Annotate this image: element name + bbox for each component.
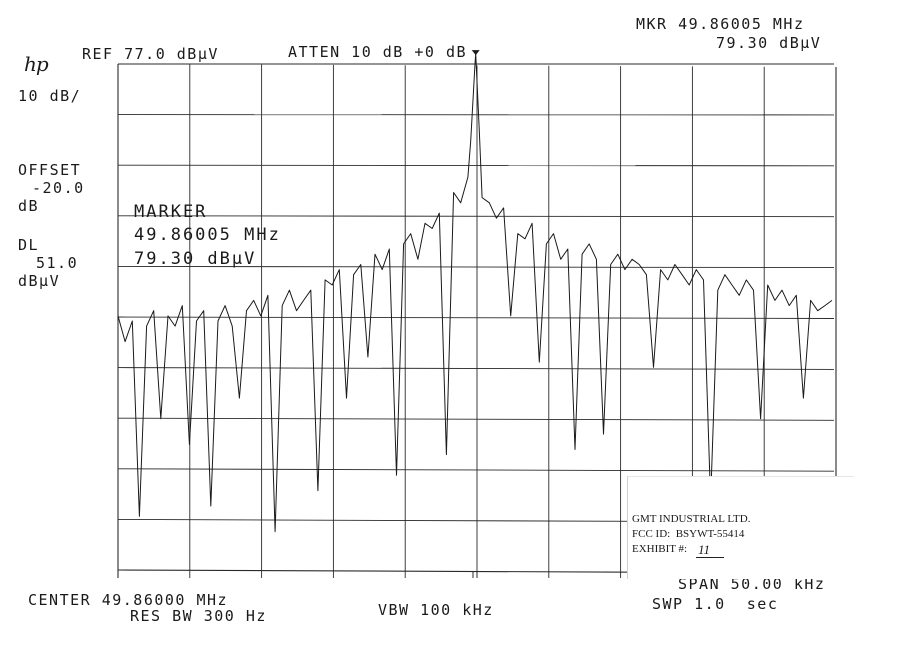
marker-level-readout: 79.30 dBµV xyxy=(716,34,822,52)
sweep-time-label: SWP 1.0 sec xyxy=(652,595,779,613)
ref-level-label: REF 77.0 dBµV xyxy=(82,45,219,63)
marker-box-label: MARKER xyxy=(134,202,208,222)
marker-indicator-group xyxy=(471,50,480,56)
offset-value: -20.0 xyxy=(32,179,85,197)
stamp-fcc-id: FCC ID: BSYWT-55414 xyxy=(632,528,745,540)
grid-line-horizontal xyxy=(117,367,835,370)
stamp-exhibit-number: 11 xyxy=(698,542,711,557)
video-bandwidth-label: VBW 100 kHz xyxy=(378,601,494,619)
display-line-value: 51.0 xyxy=(36,254,79,272)
scale-label: 10 dB/ xyxy=(18,87,82,105)
hp-logo: hp xyxy=(24,52,49,76)
marker-frequency-readout: MKR 49.86005 MHz xyxy=(636,15,805,33)
marker-box-level: 79.30 dBµV xyxy=(134,249,257,269)
display-line-unit: dBµV xyxy=(18,272,61,290)
span-label: SPAN 50.00 kHz xyxy=(678,575,826,593)
grid-line-horizontal xyxy=(117,417,835,421)
grid-line-horizontal xyxy=(117,164,835,167)
grid-line-horizontal xyxy=(117,215,835,218)
atten-label: ATTEN 10 dB +0 dB xyxy=(288,43,468,61)
offset-label: OFFSET xyxy=(18,161,82,179)
stamp-exhibit-underline xyxy=(696,557,724,558)
display-line-label: DL xyxy=(18,236,40,254)
marker-diamond-icon xyxy=(471,50,480,56)
stamp-exhibit-label: EXHIBIT #: xyxy=(632,543,688,555)
stamp-company: GMT INDUSTRIAL LTD. xyxy=(632,513,751,525)
center-frequency-label: CENTER 49.86000 MHz xyxy=(28,591,229,609)
exhibit-stamp: GMT INDUSTRIAL LTD. FCC ID: BSYWT-55414 … xyxy=(627,476,854,579)
offset-unit: dB xyxy=(18,197,40,215)
spectrum-trace xyxy=(117,53,833,533)
grid-line-horizontal xyxy=(117,265,835,269)
grid-line-horizontal xyxy=(117,316,835,319)
resolution-bandwidth-label: RES BW 300 Hz xyxy=(130,607,267,625)
marker-box-frequency: 49.86005 MHz xyxy=(134,225,281,245)
grid-line-horizontal xyxy=(117,468,835,472)
